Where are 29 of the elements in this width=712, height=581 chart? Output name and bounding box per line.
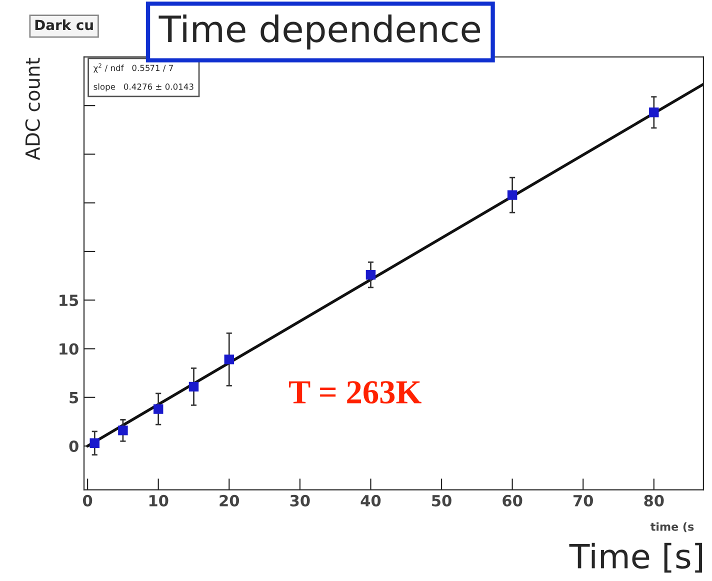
point [118, 426, 128, 436]
point [507, 190, 518, 200]
y-tick-label: 10 [60, 343, 78, 355]
x-tick-label: 60 [502, 494, 522, 506]
point [224, 354, 234, 364]
annotation: slope 0.4276 ± 0.0143 [94, 83, 194, 92]
y-tick-label: 5 [70, 392, 78, 404]
point [153, 404, 164, 414]
x-tick-label: 30 [290, 494, 310, 506]
x-tick-label: 50 [432, 494, 452, 506]
x-axis-title: Time [s] [569, 542, 702, 573]
y-tick-label: 15 [60, 294, 78, 306]
point [188, 382, 199, 392]
y-axis-title: ADC count [25, 58, 40, 160]
point [366, 270, 376, 280]
x-tick-label: 20 [220, 494, 240, 506]
x-tick-label: 40 [360, 494, 381, 506]
x-tick-label: 10 [149, 494, 168, 506]
x-tick-label: 80 [644, 494, 664, 506]
chart-title: Time dependence [158, 14, 480, 50]
y-tick-label: 0 [69, 440, 78, 452]
point [649, 108, 659, 118]
annotation: T = 263K [288, 381, 422, 404]
text: time (s [650, 522, 694, 532]
x-tick-label: 70 [574, 494, 594, 506]
annotation: χ$^{2}$ / ndf 0.5571 / 7 [94, 63, 173, 73]
x-tick-label: 0 [82, 494, 92, 506]
text: Dark cu [35, 19, 93, 30]
point [90, 438, 100, 448]
